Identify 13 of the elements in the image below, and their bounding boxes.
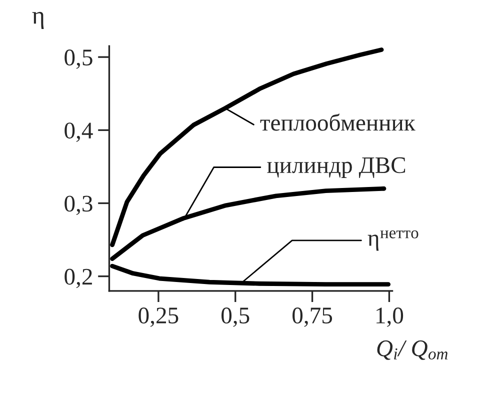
x-tick-label: 0,5 [222, 308, 250, 327]
x-axis-title: Q$_{i}$/ Q$_{от}$ [377, 340, 448, 360]
y-tick-label: 0,5 [64, 50, 92, 69]
y-axis-title: η [32, 12, 44, 29]
annotation: η$^{нетто}$ [368, 230, 418, 251]
annotation: теплообменник [260, 114, 416, 131]
x-tick-label: 0,25 [138, 308, 178, 327]
x-tick-label: 1,0 [376, 308, 404, 327]
y-tick-label: 0,2 [64, 268, 92, 288]
annotation: цилиндр ДВС [267, 157, 406, 178]
y-tick-label: 0,3 [64, 196, 92, 216]
x-tick-label: 0,75 [292, 308, 332, 327]
y-tick-label: 0,4 [64, 122, 93, 142]
